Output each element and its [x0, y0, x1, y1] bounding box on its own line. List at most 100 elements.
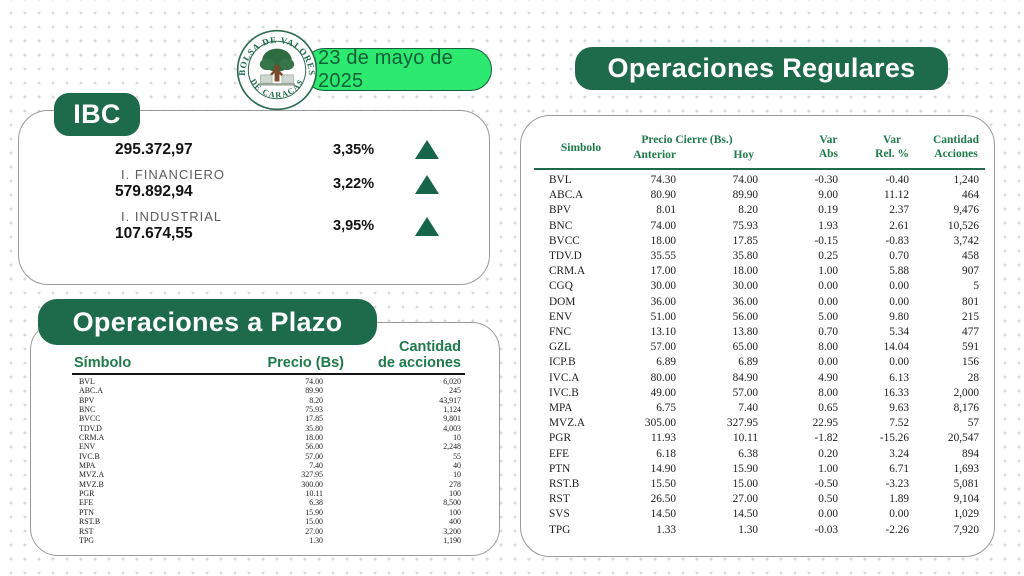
- quantity-cell: 1,240: [953, 174, 979, 186]
- var-abs-cell: 0.65: [818, 402, 838, 415]
- today-close-cell: 57.00: [732, 386, 758, 399]
- var-abs-cell: 0.00: [818, 508, 838, 521]
- prev-close-cell: 14.50: [650, 508, 676, 521]
- symbol-cell: GZL: [549, 341, 571, 354]
- plazo-header-symbol: Símbolo: [74, 355, 132, 371]
- quantity-cell: 458: [962, 250, 979, 263]
- price-cell: 17.85: [305, 414, 323, 424]
- today-close-cell: 10.11: [733, 432, 758, 445]
- quantity-cell: 10,526: [947, 219, 979, 232]
- symbol-cell: MVZ.A: [549, 417, 586, 430]
- quantity-cell: 7,920: [953, 523, 979, 536]
- prev-close-cell: 14.90: [650, 462, 676, 475]
- regulares-table-body: BVL 74.30 74.00 -0.30 -0.40 1,240 ABC.A 80.90 89…: [546, 173, 979, 538]
- var-abs-cell: 0.00: [818, 280, 838, 293]
- var-rel-cell: 2.37: [889, 204, 909, 217]
- var-abs-cell: 5.00: [818, 310, 838, 323]
- regulares-title: Operaciones Regulares: [607, 53, 916, 83]
- today-close-cell: 36.00: [732, 295, 758, 308]
- symbol-cell: BVCC: [549, 234, 580, 247]
- regulares-table-row: DOM 36.00 36.00 0.00 0.00 801: [546, 295, 979, 310]
- symbol-cell: PGR: [79, 489, 95, 499]
- today-close-cell: 8.20: [738, 204, 758, 217]
- ibc-index-label: I. FINANCIERO: [121, 167, 226, 182]
- quantity-cell: 8,500: [443, 498, 461, 508]
- today-close-cell: 6.89: [738, 356, 758, 369]
- regulares-table-row: FNC 13.10 13.80 0.70 5.34 477: [546, 325, 979, 340]
- quantity-cell: 2,248: [443, 442, 461, 452]
- quantity-cell: 1,190: [443, 535, 461, 545]
- qty-line2: Acciones: [934, 148, 978, 160]
- plazo-header-price: Precio (Bs): [267, 355, 344, 371]
- plazo-table-row: BNC 75.93 1,124: [72, 405, 464, 414]
- plazo-header-quantity: Cantidad de acciones: [344, 339, 464, 371]
- quantity-cell: 28: [967, 371, 979, 384]
- plazo-table-row: BVCC 17.85 9,801: [72, 414, 464, 423]
- plazo-table-row: MVZ.A 327.95 10: [72, 470, 464, 479]
- prev-close-cell: 57.00: [650, 341, 676, 354]
- plazo-title-badge: Operaciones a Plazo: [38, 299, 377, 345]
- var-abs-cell: 0.20: [818, 447, 838, 460]
- quantity-cell: 3,200: [443, 526, 461, 536]
- regulares-table-row: BPV 8.01 8.20 0.19 2.37 9,476: [546, 203, 979, 218]
- plazo-table-header: Símbolo Precio (Bs) Cantidad de acciones: [72, 339, 464, 371]
- ibc-index-change-pct: 3,22%: [333, 176, 375, 192]
- regulares-header-divider: [534, 168, 985, 171]
- var-abs-line1: Var: [819, 134, 838, 146]
- ibc-index-row: 295.372,97 3,35%: [115, 140, 445, 159]
- price-cell: 74.00: [305, 377, 323, 386]
- prev-close-cell: 74.00: [650, 219, 676, 232]
- quantity-cell: 1,124: [443, 405, 461, 415]
- symbol-cell: ICP.B: [549, 356, 576, 369]
- symbol-cell: CGQ: [549, 280, 573, 293]
- symbol-cell: BPV: [549, 204, 571, 217]
- regulares-table-row: BNC 74.00 75.93 1.93 2.61 10,526: [546, 219, 979, 234]
- symbol-cell: SVS: [549, 508, 570, 521]
- bvc-seal-icon: BOLSA DE VALORES DE CARACAS: [236, 29, 318, 111]
- plazo-table-row: TPG 1.30 1,190: [72, 536, 464, 545]
- quantity-cell: 40: [453, 461, 461, 471]
- plazo-table-row: BVL 74.00 6,020: [72, 377, 464, 386]
- var-rel-cell: 7.52: [889, 417, 909, 430]
- prev-close-cell: 8.01: [656, 204, 676, 217]
- quantity-cell: 6,020: [443, 377, 461, 386]
- plazo-table-row: PGR 10.11 100: [72, 489, 464, 498]
- ibc-index-list: 295.372,97 3,35% I. FINANCIERO 579.892,94 3,…: [115, 140, 445, 243]
- plazo-table-row: CRM.A 18.00 10: [72, 433, 464, 442]
- up-triangle-icon: [415, 216, 439, 236]
- ibc-index-value: 579.892,94: [115, 183, 193, 200]
- quantity-cell: 100: [449, 507, 461, 517]
- var-abs-cell: -0.30: [814, 174, 838, 186]
- price-cell: 7.40: [309, 461, 323, 471]
- regulares-header-today: Hoy: [733, 149, 754, 161]
- symbol-cell: RST.B: [549, 478, 580, 491]
- symbol-cell: BNC: [79, 405, 96, 415]
- var-rel-line2: Rel. %: [875, 148, 909, 160]
- symbol-cell: PTN: [549, 462, 571, 475]
- quantity-cell: 2,000: [953, 386, 979, 399]
- today-close-cell: 89.90: [732, 189, 758, 202]
- regulares-header-quantity: Cantidad Acciones: [909, 133, 979, 161]
- var-abs-cell: 1.93: [818, 219, 838, 232]
- symbol-cell: PGR: [549, 432, 571, 445]
- price-cell: 1.30: [309, 535, 323, 545]
- var-rel-cell: 14.04: [883, 341, 909, 354]
- prev-close-cell: 26.50: [650, 493, 676, 506]
- today-close-cell: 74.00: [732, 174, 758, 186]
- regulares-table-header: Simbolo Precio Cierre (Bs.) Anterior Hoy…: [546, 133, 979, 168]
- var-abs-cell: 22.95: [812, 417, 838, 430]
- today-close-cell: 27.00: [732, 493, 758, 506]
- regulares-table-row: MPA 6.75 7.40 0.65 9.63 8,176: [546, 401, 979, 416]
- regulares-table-row: BVL 74.30 74.00 -0.30 -0.40 1,240: [546, 173, 979, 188]
- regulares-table-row: MVZ.A 305.00 327.95 22.95 7.52 57: [546, 416, 979, 431]
- plazo-table-row: RST.B 15.00 400: [72, 517, 464, 526]
- ibc-title: IBC: [73, 99, 121, 129]
- regulares-header-var-rel: Var Rel. %: [838, 133, 909, 161]
- quantity-cell: 245: [449, 386, 461, 396]
- symbol-cell: TPG: [549, 523, 571, 536]
- var-rel-cell: -15.26: [879, 432, 909, 445]
- price-cell: 57.00: [305, 451, 323, 461]
- var-rel-cell: 5.88: [889, 265, 909, 278]
- var-rel-line1: Var: [883, 134, 902, 146]
- plazo-table-row: BPV 8.20 43,917: [72, 396, 464, 405]
